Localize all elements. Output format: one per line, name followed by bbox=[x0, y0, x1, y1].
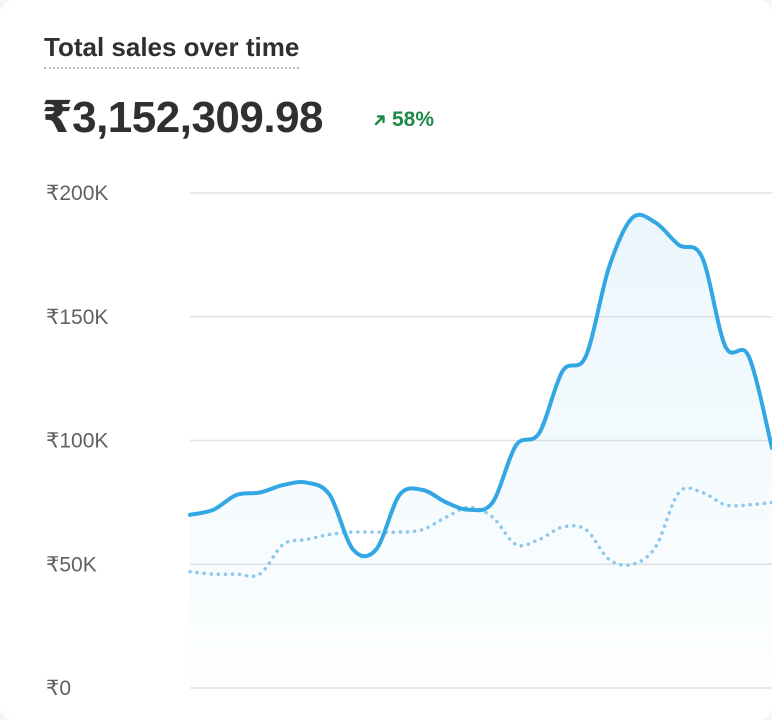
y-tick-label: ₹150K bbox=[46, 306, 108, 329]
y-tick-label: ₹200K bbox=[46, 182, 108, 205]
y-tick-label: ₹0 bbox=[46, 677, 71, 700]
change-badge: 58% bbox=[372, 108, 434, 132]
y-tick-label: ₹100K bbox=[46, 430, 108, 453]
y-tick-label: ₹50K bbox=[46, 553, 97, 576]
change-percent: 58% bbox=[392, 108, 435, 131]
series-layer bbox=[188, 212, 772, 688]
total-sales-value: ₹3,152,309.98 bbox=[42, 93, 324, 142]
card-title[interactable]: Total sales over time bbox=[44, 32, 300, 69]
y-axis-labels: ₹0 ₹50K ₹100K ₹150K ₹200K bbox=[46, 182, 108, 700]
current-series-line bbox=[188, 212, 772, 559]
arrow-up-right-icon bbox=[374, 115, 385, 126]
current-series-area bbox=[190, 214, 772, 688]
